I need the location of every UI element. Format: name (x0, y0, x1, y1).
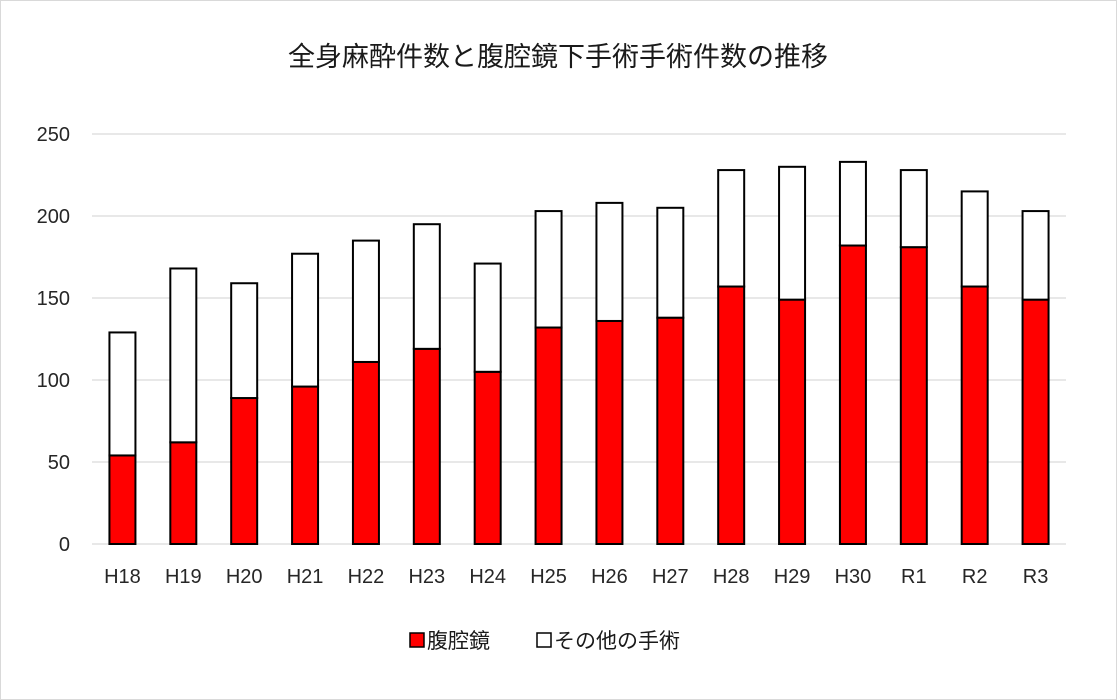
bar-segment-laparoscopy (473, 370, 502, 545)
bar-segment-other (412, 223, 441, 350)
chart-title: 全身麻酔件数と腹腔鏡下手術手術件数の推移 (288, 42, 828, 73)
bar-segment-other (473, 262, 502, 373)
x-tick-label: H26 (591, 566, 628, 588)
bar-segment-laparoscopy (838, 244, 867, 546)
bar-segment-laparoscopy (230, 397, 259, 546)
bar-segment-laparoscopy (169, 441, 198, 546)
bar-segment-other (108, 331, 137, 457)
bar-segment-other (656, 206, 685, 319)
y-tick-label: 50 (48, 452, 70, 474)
x-tick-label: H24 (469, 566, 506, 588)
bar-segment-other (534, 210, 563, 329)
x-tick-label: H19 (165, 566, 202, 588)
x-axis-ticks: H18 H19 H20 H21 H22 H23 H24 H25 H26 H27 H28 H29 H30 R… (104, 566, 1048, 588)
bar-segment-laparoscopy (351, 360, 380, 545)
x-tick-label: H28 (713, 566, 750, 588)
bar-segment-other (960, 190, 989, 288)
legend-label-other: その他の手術 (554, 629, 680, 653)
bar-segment-other (169, 267, 198, 444)
bar-segment-laparoscopy (108, 454, 137, 545)
y-tick-label: 0 (59, 534, 70, 556)
bar-segment-laparoscopy (534, 326, 563, 545)
bar-segment-other (291, 252, 320, 388)
bar-segment-laparoscopy (595, 319, 624, 545)
bar-segment-other (1021, 210, 1050, 301)
legend-label-laparoscopy: 腹腔鏡 (427, 629, 490, 653)
y-tick-label: 250 (37, 124, 70, 146)
legend-swatch-laparoscopy (409, 632, 425, 648)
bar-segment-other (838, 160, 867, 247)
bar-segment-laparoscopy (291, 385, 320, 545)
legend-swatch-other (536, 632, 552, 648)
bar-segment-laparoscopy (717, 285, 746, 545)
bars (108, 160, 1050, 546)
y-tick-label: 100 (37, 370, 70, 392)
bar-segment-other (717, 169, 746, 288)
bar-segment-other (351, 239, 380, 363)
bar-segment-laparoscopy (656, 316, 685, 545)
x-tick-label: H30 (835, 566, 872, 588)
x-tick-label: H27 (652, 566, 689, 588)
bar-segment-other (778, 165, 807, 301)
x-tick-label: H25 (530, 566, 567, 588)
x-tick-label: H29 (774, 566, 811, 588)
x-tick-label: H21 (287, 566, 324, 588)
bar-segment-laparoscopy (899, 246, 928, 545)
bar-segment-laparoscopy (412, 347, 441, 545)
x-tick-label: H22 (348, 566, 385, 588)
bar-segment-laparoscopy (960, 285, 989, 545)
bar-segment-other (595, 201, 624, 322)
y-tick-label: 200 (37, 206, 70, 228)
bar-segment-other (899, 169, 928, 249)
legend: 腹腔鏡 その他の手術 (409, 629, 680, 653)
x-tick-label: R3 (1023, 566, 1049, 588)
bar-segment-laparoscopy (778, 298, 807, 546)
x-tick-label: H23 (408, 566, 445, 588)
x-tick-label: H18 (104, 566, 141, 588)
x-tick-label: R1 (901, 566, 927, 588)
x-tick-label: R2 (962, 566, 988, 588)
y-axis-ticks: 0 50 100 150 200 250 (37, 124, 70, 556)
y-tick-label: 150 (37, 288, 70, 310)
bar-segment-other (230, 282, 259, 400)
bar-segment-laparoscopy (1021, 298, 1050, 546)
x-tick-label: H20 (226, 566, 263, 588)
